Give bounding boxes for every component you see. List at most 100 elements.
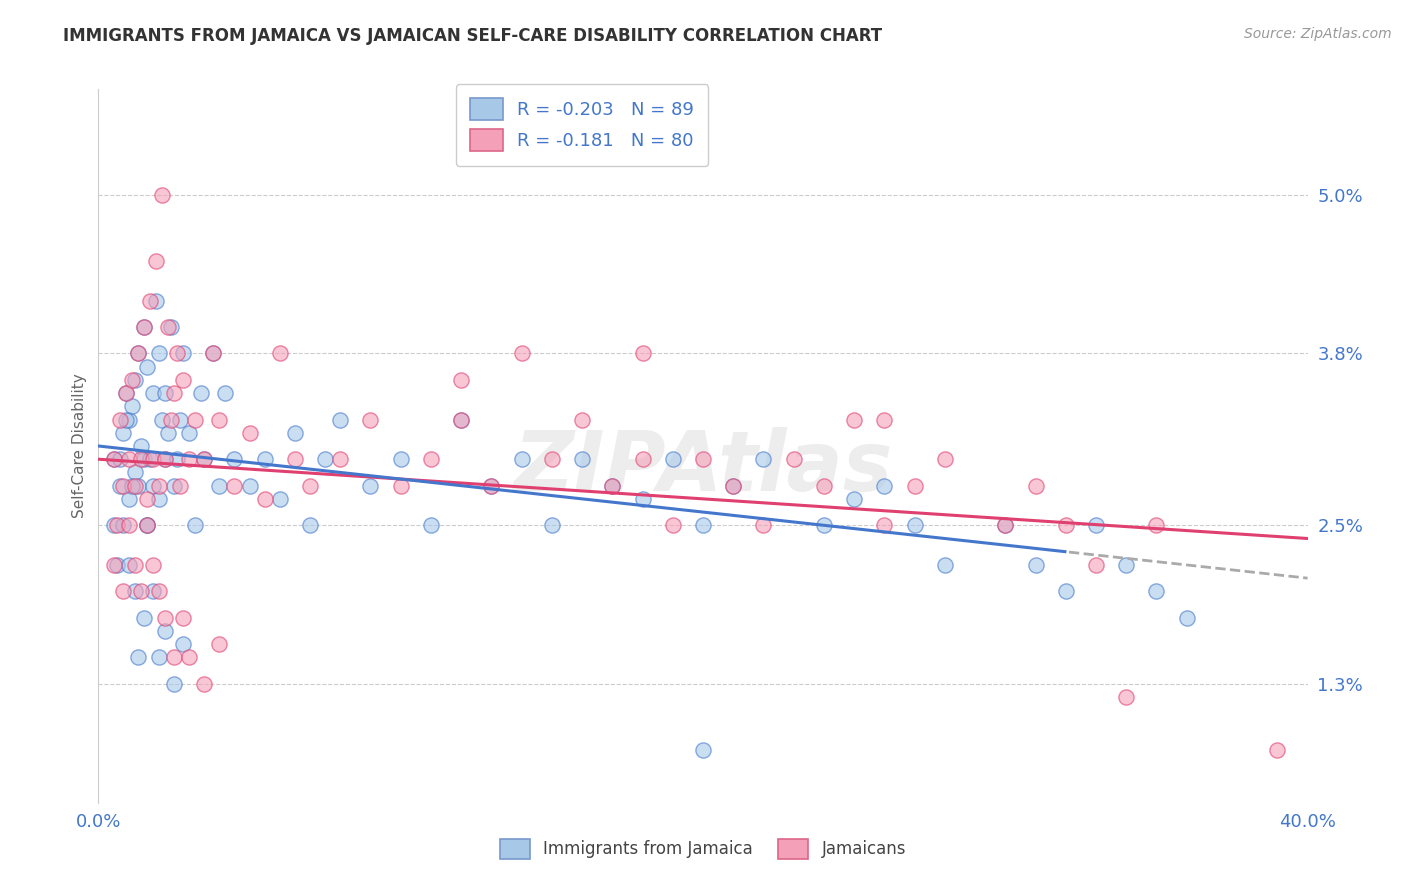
Point: [450, 412, 472, 426]
Point: [420, 518, 443, 533]
Point: [299, 478, 322, 492]
Point: [121, 478, 143, 492]
Point: [752, 518, 775, 533]
Point: [510, 452, 533, 467]
Point: [156, 425, 179, 440]
Point: [202, 346, 225, 360]
Point: [540, 518, 562, 533]
Point: [214, 386, 236, 401]
Point: [153, 452, 176, 467]
Text: ZIPAtlas: ZIPAtlas: [513, 427, 893, 508]
Point: [118, 518, 141, 533]
Point: [873, 412, 896, 426]
Point: [118, 412, 141, 426]
Point: [631, 491, 654, 506]
Point: [813, 478, 835, 492]
Point: [1024, 478, 1046, 492]
Point: [1054, 518, 1077, 533]
Point: [360, 478, 382, 492]
Point: [179, 452, 201, 467]
Point: [108, 478, 131, 492]
Point: [148, 346, 170, 360]
Point: [934, 558, 956, 572]
Point: [450, 373, 472, 387]
Point: [166, 346, 188, 360]
Point: [156, 320, 179, 334]
Point: [661, 452, 683, 467]
Point: [118, 491, 141, 506]
Text: Source: ZipAtlas.com: Source: ZipAtlas.com: [1244, 27, 1392, 41]
Point: [179, 425, 201, 440]
Point: [844, 412, 866, 426]
Point: [142, 478, 165, 492]
Point: [602, 478, 624, 492]
Point: [692, 518, 714, 533]
Y-axis label: Self-Care Disability: Self-Care Disability: [72, 374, 87, 518]
Point: [269, 491, 291, 506]
Point: [253, 491, 276, 506]
Point: [299, 518, 322, 533]
Point: [142, 386, 165, 401]
Point: [284, 452, 307, 467]
Point: [450, 412, 472, 426]
Point: [132, 320, 155, 334]
Point: [108, 452, 131, 467]
Point: [163, 478, 186, 492]
Point: [153, 611, 176, 625]
Point: [224, 452, 246, 467]
Point: [103, 452, 125, 467]
Point: [135, 359, 157, 374]
Point: [172, 637, 194, 651]
Point: [873, 478, 896, 492]
Point: [1175, 611, 1198, 625]
Point: [148, 478, 170, 492]
Point: [135, 518, 157, 533]
Point: [723, 478, 745, 492]
Point: [132, 611, 155, 625]
Point: [150, 412, 173, 426]
Point: [571, 412, 593, 426]
Point: [184, 518, 207, 533]
Point: [103, 518, 125, 533]
Point: [124, 584, 146, 599]
Point: [160, 412, 183, 426]
Point: [121, 373, 143, 387]
Point: [169, 412, 191, 426]
Point: [1144, 518, 1167, 533]
Point: [284, 425, 307, 440]
Point: [111, 478, 134, 492]
Point: [184, 412, 207, 426]
Point: [1115, 690, 1137, 704]
Point: [114, 412, 136, 426]
Point: [813, 518, 835, 533]
Point: [904, 518, 927, 533]
Point: [135, 518, 157, 533]
Point: [540, 452, 562, 467]
Point: [190, 386, 212, 401]
Point: [142, 452, 165, 467]
Point: [202, 346, 225, 360]
Point: [114, 386, 136, 401]
Point: [169, 478, 191, 492]
Point: [105, 558, 128, 572]
Point: [129, 439, 152, 453]
Point: [208, 478, 231, 492]
Point: [121, 400, 143, 414]
Point: [118, 452, 141, 467]
Point: [111, 584, 134, 599]
Point: [661, 518, 683, 533]
Point: [602, 478, 624, 492]
Point: [105, 518, 128, 533]
Point: [389, 478, 412, 492]
Point: [269, 346, 291, 360]
Point: [129, 584, 152, 599]
Point: [132, 320, 155, 334]
Point: [124, 466, 146, 480]
Point: [172, 373, 194, 387]
Point: [148, 491, 170, 506]
Point: [1085, 558, 1108, 572]
Point: [193, 452, 215, 467]
Point: [163, 677, 186, 691]
Point: [1054, 584, 1077, 599]
Point: [360, 412, 382, 426]
